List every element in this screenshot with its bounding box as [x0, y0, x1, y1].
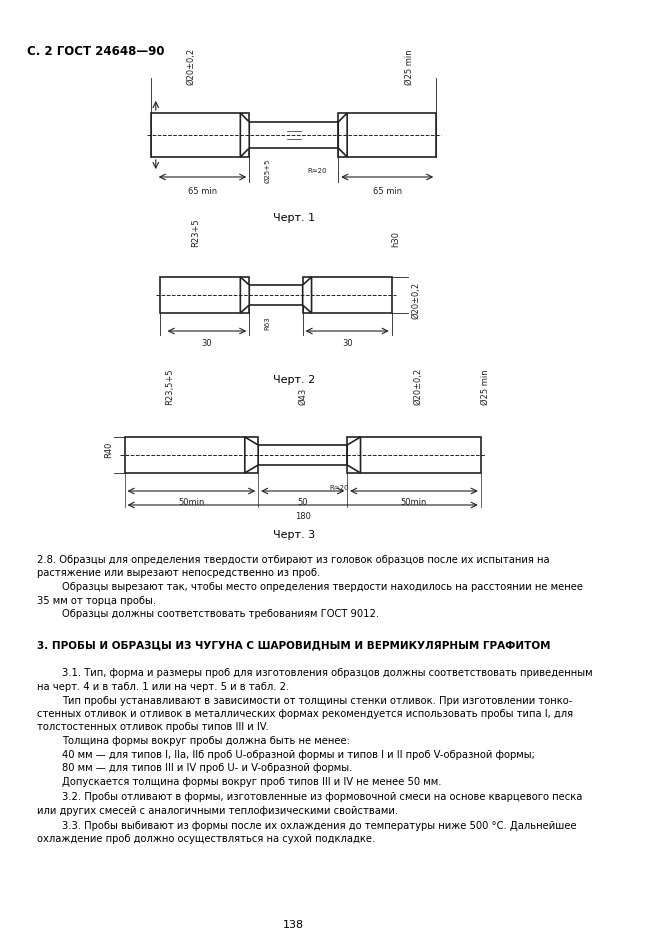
- Text: Ø20±0,2: Ø20±0,2: [187, 48, 196, 85]
- Bar: [347, 437, 481, 473]
- Text: 180: 180: [295, 512, 311, 521]
- Text: 80 мм — для типов III и IV проб U- и V-образной формы.: 80 мм — для типов III и IV проб U- и V-о…: [62, 763, 353, 773]
- Text: 3. ПРОБЫ И ОБРАЗЦЫ ИЗ ЧУГУНА С ШАРОВИДНЫМ И ВЕРМИКУЛЯРНЫМ ГРАФИТОМ: 3. ПРОБЫ И ОБРАЗЦЫ ИЗ ЧУГУНА С ШАРОВИДНЫ…: [38, 640, 551, 651]
- Text: R≈20: R≈20: [329, 485, 349, 491]
- Text: Ø20±0,2: Ø20±0,2: [411, 282, 420, 318]
- Text: С. 2 ГОСТ 24648—90: С. 2 ГОСТ 24648—90: [26, 45, 164, 58]
- Text: R63: R63: [264, 316, 270, 330]
- Text: 30: 30: [342, 339, 352, 348]
- Text: Ø25 min: Ø25 min: [405, 50, 414, 85]
- Text: 65 min: 65 min: [188, 187, 217, 196]
- Text: 3.3. Пробы выбивают из формы после их охлаждения до температуры ниже 500 °С. Дал: 3.3. Пробы выбивают из формы после их ох…: [62, 821, 577, 831]
- Text: 3.2. Пробы отливают в формы, изготовленные из формовочной смеси на основе кварце: 3.2. Пробы отливают в формы, изготовленн…: [62, 792, 583, 802]
- Text: R23,5+5: R23,5+5: [165, 369, 174, 405]
- Text: Черт. 3: Черт. 3: [273, 530, 315, 540]
- Text: 138: 138: [283, 920, 304, 930]
- Text: 65 min: 65 min: [373, 187, 402, 196]
- Text: R≈20: R≈20: [307, 168, 327, 174]
- Text: 35 мм от торца пробы.: 35 мм от торца пробы.: [38, 595, 157, 606]
- Text: R23+5: R23+5: [191, 218, 200, 247]
- Polygon shape: [347, 437, 360, 473]
- Text: Образцы вырезают так, чтобы место определения твердости находилось на расстоянии: Образцы вырезают так, чтобы место опреде…: [62, 582, 583, 592]
- Text: Черт. 1: Черт. 1: [273, 213, 315, 223]
- Bar: [249, 122, 338, 148]
- Text: 50: 50: [297, 498, 308, 507]
- Text: стенных отливок и отливок в металлических формах рекомендуется использовать проб: стенных отливок и отливок в металлически…: [38, 709, 574, 719]
- Bar: [151, 113, 249, 157]
- Text: 3.1. Тип, форма и размеры проб для изготовления образцов должны соответствовать : 3.1. Тип, форма и размеры проб для изгот…: [62, 668, 593, 679]
- Text: 50min: 50min: [401, 498, 427, 507]
- Bar: [258, 445, 347, 465]
- Text: на черт. 4 и в табл. 1 или на черт. 5 и в табл. 2.: на черт. 4 и в табл. 1 или на черт. 5 и …: [38, 682, 290, 692]
- Text: Допускается толщина формы вокруг проб типов III и IV не менее 50 мм.: Допускается толщина формы вокруг проб ти…: [62, 777, 442, 786]
- Text: 50min: 50min: [178, 498, 204, 507]
- Polygon shape: [303, 277, 311, 313]
- Text: охлаждение проб должно осуществляться на сухой подкладке.: охлаждение проб должно осуществляться на…: [38, 835, 375, 844]
- Text: Ø25+5: Ø25+5: [264, 158, 270, 183]
- Polygon shape: [241, 277, 249, 313]
- Polygon shape: [338, 113, 347, 157]
- Bar: [303, 277, 392, 313]
- Text: толстостенных отливок пробы типов III и IV.: толстостенных отливок пробы типов III и …: [38, 723, 269, 733]
- Text: 30: 30: [202, 339, 212, 348]
- Text: h30: h30: [391, 231, 401, 247]
- Text: 2.8. Образцы для определения твердости отбирают из головок образцов после их исп: 2.8. Образцы для определения твердости о…: [38, 555, 550, 565]
- Bar: [338, 113, 436, 157]
- Polygon shape: [241, 113, 249, 157]
- Text: Толщина формы вокруг пробы должна быть не менее:: Толщина формы вокруг пробы должна быть н…: [62, 736, 350, 746]
- Text: 40 мм — для типов I, IIа, IIб проб U-образной формы и типов I и II проб V-образн: 40 мм — для типов I, IIа, IIб проб U-обр…: [62, 750, 535, 759]
- Text: Ø43: Ø43: [298, 388, 307, 405]
- Text: растяжение или вырезают непосредственно из проб.: растяжение или вырезают непосредственно …: [38, 568, 321, 578]
- Text: или других смесей с аналогичными теплофизическими свойствами.: или других смесей с аналогичными теплофи…: [38, 806, 399, 815]
- Bar: [125, 437, 258, 473]
- Bar: [160, 277, 249, 313]
- Text: Образцы должны соответствовать требованиям ГОСТ 9012.: Образцы должны соответствовать требовани…: [62, 609, 379, 619]
- Text: Ø20±0,2: Ø20±0,2: [414, 368, 423, 405]
- Text: R40: R40: [104, 442, 113, 459]
- Text: Тип пробы устанавливают в зависимости от толщины стенки отливок. При изготовлени: Тип пробы устанавливают в зависимости от…: [62, 695, 572, 706]
- Text: Ø25 min: Ø25 min: [481, 370, 490, 405]
- Text: Черт. 2: Черт. 2: [272, 375, 315, 385]
- Polygon shape: [245, 437, 258, 473]
- Bar: [249, 285, 303, 305]
